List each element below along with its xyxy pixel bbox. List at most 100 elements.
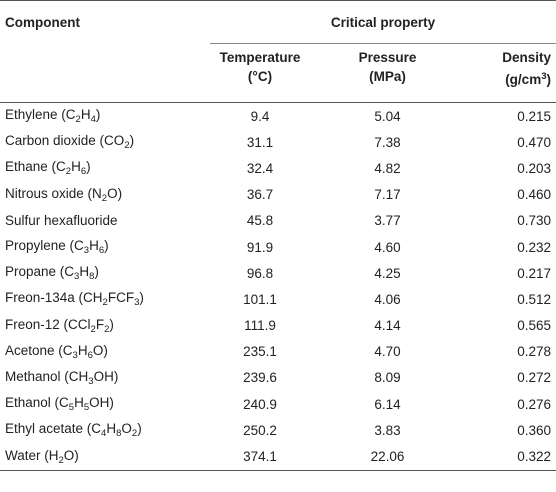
component-name-cell: Carbon dioxide (CO2) bbox=[0, 129, 210, 155]
table-row: Water (H2O) 374.1 22.06 0.322 bbox=[0, 443, 556, 471]
component-name-text: O) bbox=[107, 185, 123, 201]
component-name-text: H bbox=[80, 107, 91, 123]
temperature-unit: (°C) bbox=[247, 69, 273, 84]
density-cell: 0.470 bbox=[517, 134, 551, 150]
formula-subscript: 2 bbox=[75, 114, 81, 126]
component-name-cell: Nitrous oxide (N2O) bbox=[0, 182, 210, 208]
component-name-text: ) bbox=[94, 264, 99, 280]
formula-subscript: 5 bbox=[68, 402, 75, 414]
component-name-text: Ethyl acetate (C bbox=[5, 421, 102, 437]
component-name-text: Ethanol (C bbox=[5, 395, 69, 411]
pressure-cell: 7.17 bbox=[374, 187, 401, 203]
density-cell: 0.460 bbox=[517, 187, 551, 203]
density-unit-suffix: ) bbox=[546, 72, 552, 87]
component-name-cell: Sulfur hexafluoride bbox=[0, 208, 210, 234]
component-name-text: H bbox=[71, 159, 81, 175]
component-name-text: H bbox=[79, 264, 90, 280]
pressure-column-header: Pressure (MPa) bbox=[310, 43, 465, 103]
formula-subscript: 6 bbox=[98, 245, 105, 257]
pressure-cell: 22.06 bbox=[370, 449, 405, 465]
temperature-cell: 250.2 bbox=[243, 422, 277, 438]
pressure-unit: (MPa) bbox=[369, 69, 406, 84]
formula-subscript: 2 bbox=[65, 166, 72, 178]
pressure-cell: 8.09 bbox=[374, 370, 401, 386]
table-row: Propylene (C3H6) 91.9 4.60 0.232 bbox=[0, 234, 556, 260]
component-name-text: ) bbox=[109, 316, 114, 332]
temperature-cell: 240.9 bbox=[243, 396, 277, 412]
table-row: Ethanol (C5H5OH) 240.9 6.14 0.276 bbox=[0, 391, 556, 417]
density-unit: (g/cm3) bbox=[465, 67, 551, 89]
component-name-text: Propylene (C bbox=[5, 238, 84, 254]
formula-subscript: 4 bbox=[101, 428, 107, 440]
component-name-cell: Acetone (C3H6O) bbox=[0, 339, 210, 365]
pressure-cell: 3.83 bbox=[374, 422, 401, 438]
formula-subscript: 6 bbox=[87, 349, 93, 361]
component-name-text: H bbox=[89, 238, 99, 254]
component-name-text: Propane (C bbox=[5, 264, 75, 280]
table-row: Freon-12 (CCl2F2) 111.9 4.14 0.565 bbox=[0, 313, 556, 339]
component-name-text: H bbox=[106, 421, 117, 437]
temperature-cell: 91.9 bbox=[246, 239, 274, 255]
formula-subscript: 2 bbox=[102, 297, 108, 309]
density-cell: 0.217 bbox=[517, 265, 551, 281]
table-row: Ethane (C2H6) 32.4 4.82 0.203 bbox=[0, 155, 556, 181]
component-name-cell: Ethanol (C5H5OH) bbox=[0, 391, 210, 417]
component-name-text: ) bbox=[139, 290, 144, 306]
density-label: Density bbox=[502, 50, 551, 65]
temperature-label: Temperature bbox=[219, 50, 301, 65]
component-name-text: Carbon dioxide (CO bbox=[5, 133, 125, 149]
temperature-cell: 374.1 bbox=[243, 449, 277, 465]
formula-subscript: 2 bbox=[90, 323, 96, 335]
temperature-cell: 9.4 bbox=[250, 108, 270, 124]
temperature-cell: 101.1 bbox=[243, 291, 277, 307]
density-unit-prefix: (g/cm bbox=[505, 72, 542, 87]
critical-property-group-header: Critical property bbox=[330, 14, 436, 30]
formula-subscript: 6 bbox=[80, 166, 87, 178]
formula-subscript: 2 bbox=[124, 140, 130, 152]
temperature-cell: 111.9 bbox=[244, 318, 276, 334]
formula-subscript: 3 bbox=[72, 349, 78, 361]
component-name-cell: Freon-12 (CCl2F2) bbox=[0, 313, 210, 339]
formula-subscript: 3 bbox=[88, 375, 94, 387]
temperature-cell: 96.8 bbox=[246, 265, 274, 281]
component-name-text: ) bbox=[86, 159, 91, 175]
component-name-text: Sulfur hexafluoride bbox=[5, 213, 118, 229]
component-name-cell: Ethyl acetate (C4H8O2) bbox=[0, 417, 210, 443]
component-name-text: Freon-12 (CCl bbox=[5, 316, 91, 332]
component-name-text: H bbox=[77, 342, 88, 358]
component-name-text: FCF bbox=[107, 290, 135, 306]
pressure-cell: 4.82 bbox=[374, 160, 401, 176]
component-name-text: OH) bbox=[89, 395, 114, 411]
temperature-column-header: Temperature (°C) bbox=[210, 43, 310, 103]
density-cell: 0.215 bbox=[517, 108, 551, 124]
density-unit-superscript: 3 bbox=[541, 71, 547, 82]
formula-subscript: 8 bbox=[116, 428, 122, 440]
table-row: Methanol (CH3OH) 239.6 8.09 0.272 bbox=[0, 365, 556, 391]
table-row: Acetone (C3H6O) 235.1 4.70 0.278 bbox=[0, 339, 556, 365]
formula-subscript: 4 bbox=[90, 114, 96, 126]
component-name-cell: Methanol (CH3OH) bbox=[0, 365, 210, 391]
component-name-cell: Water (H2O) bbox=[0, 443, 210, 470]
pressure-cell: 4.25 bbox=[374, 265, 401, 281]
table-row: Propane (C3H8) 96.8 4.25 0.217 bbox=[0, 260, 556, 286]
density-cell: 0.278 bbox=[517, 344, 551, 360]
component-name-text: Water (H bbox=[5, 447, 59, 463]
density-cell: 0.730 bbox=[517, 213, 551, 229]
pressure-cell: 3.77 bbox=[374, 213, 401, 229]
pressure-cell: 7.38 bbox=[374, 134, 401, 150]
critical-properties-table: Component Critical property Temperature … bbox=[0, 0, 556, 471]
pressure-cell: 5.04 bbox=[374, 108, 401, 124]
component-name-cell: Ethylene (C2H4) bbox=[0, 103, 210, 130]
component-name-text: ) bbox=[95, 107, 101, 123]
density-cell: 0.232 bbox=[517, 239, 551, 255]
component-name-text: OH) bbox=[93, 368, 119, 384]
density-column-header: Density (g/cm3) bbox=[465, 43, 556, 103]
header-row-group: Component Critical property bbox=[0, 0, 556, 44]
temperature-cell: 31.1 bbox=[246, 134, 274, 150]
component-name-text: O) bbox=[92, 342, 108, 358]
component-name-text: O) bbox=[63, 447, 79, 463]
density-cell: 0.360 bbox=[517, 422, 551, 438]
table-row: Freon-134a (CH2FCF3) 101.1 4.06 0.512 bbox=[0, 286, 556, 312]
pressure-cell: 4.60 bbox=[374, 239, 401, 255]
